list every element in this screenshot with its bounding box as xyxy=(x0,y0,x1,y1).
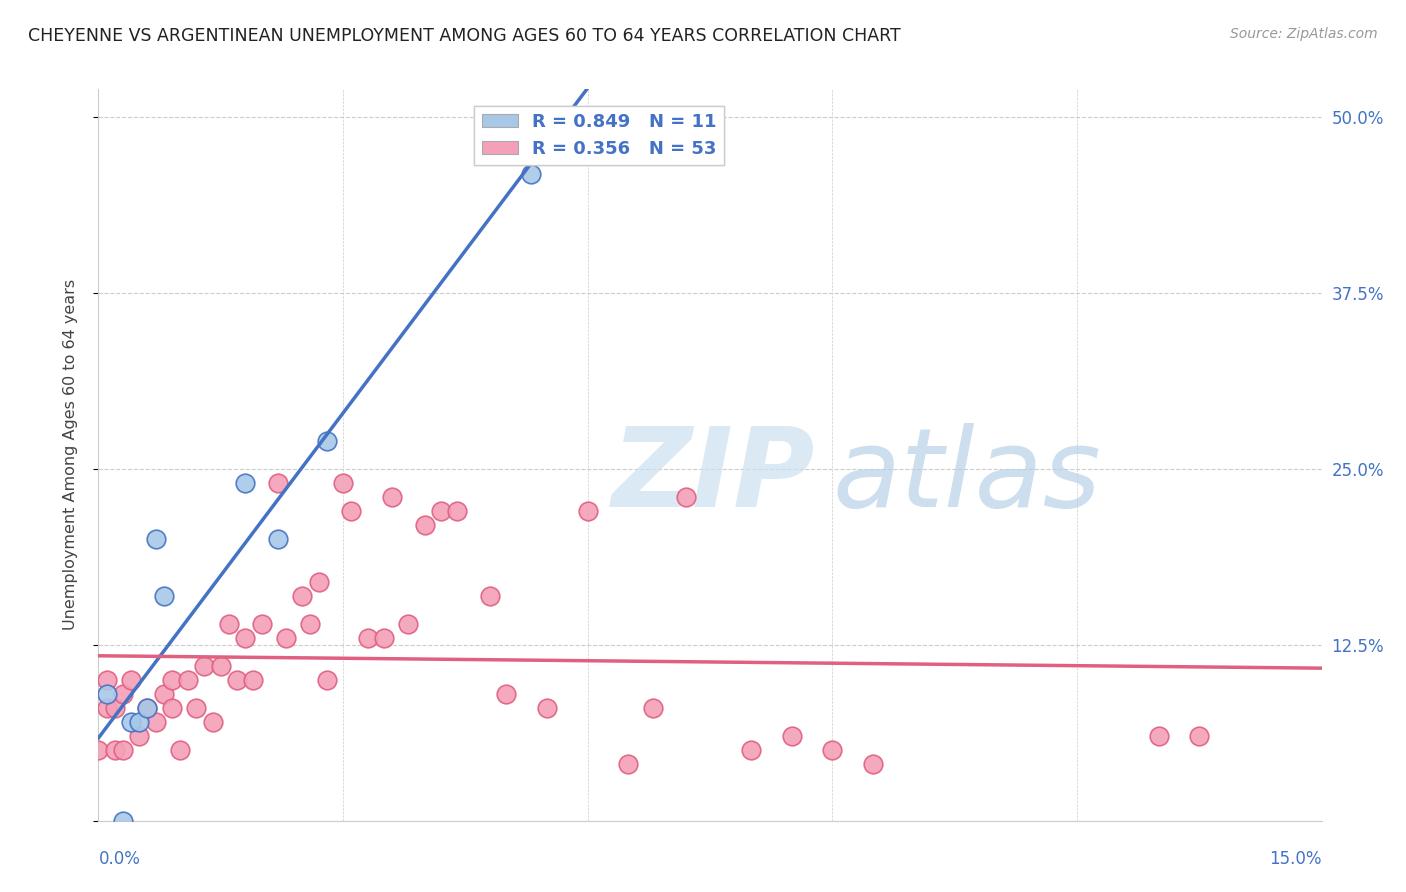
Text: ZIP: ZIP xyxy=(612,424,815,531)
Point xyxy=(218,616,240,631)
Point xyxy=(396,616,419,631)
Point xyxy=(381,490,404,504)
Point xyxy=(233,476,256,491)
Point xyxy=(740,743,762,757)
Point xyxy=(267,476,290,491)
Point xyxy=(675,490,697,504)
Point xyxy=(430,504,453,518)
Point xyxy=(274,631,297,645)
Point xyxy=(617,757,640,772)
Point xyxy=(299,616,322,631)
Point xyxy=(145,715,167,730)
Point xyxy=(186,701,208,715)
Point xyxy=(136,701,159,715)
Y-axis label: Unemployment Among Ages 60 to 64 years: Unemployment Among Ages 60 to 64 years xyxy=(63,279,77,631)
Point xyxy=(160,673,183,687)
Point xyxy=(226,673,249,687)
Point xyxy=(136,701,159,715)
Point xyxy=(315,434,337,448)
Point xyxy=(340,504,363,518)
Point xyxy=(780,729,803,743)
Point xyxy=(641,701,664,715)
Legend: R = 0.849   N = 11, R = 0.356   N = 53: R = 0.849 N = 11, R = 0.356 N = 53 xyxy=(474,105,724,165)
Point xyxy=(87,743,110,757)
Point xyxy=(373,631,395,645)
Point xyxy=(536,701,558,715)
Point xyxy=(332,476,354,491)
Point xyxy=(128,729,150,743)
Point xyxy=(242,673,264,687)
Text: 15.0%: 15.0% xyxy=(1270,850,1322,868)
Point xyxy=(201,715,224,730)
Point xyxy=(96,701,118,715)
Point xyxy=(96,673,118,687)
Point xyxy=(193,659,215,673)
Point xyxy=(250,616,273,631)
Point xyxy=(169,743,191,757)
Point xyxy=(96,687,118,701)
Point xyxy=(111,814,134,828)
Point xyxy=(177,673,200,687)
Text: 0.0%: 0.0% xyxy=(98,850,141,868)
Text: CHEYENNE VS ARGENTINEAN UNEMPLOYMENT AMONG AGES 60 TO 64 YEARS CORRELATION CHART: CHEYENNE VS ARGENTINEAN UNEMPLOYMENT AMO… xyxy=(28,27,901,45)
Point xyxy=(128,715,150,730)
Point xyxy=(120,673,142,687)
Point xyxy=(1188,729,1211,743)
Point xyxy=(446,504,468,518)
Point xyxy=(111,743,134,757)
Point xyxy=(209,659,232,673)
Point xyxy=(104,743,127,757)
Point xyxy=(291,589,314,603)
Point xyxy=(413,518,436,533)
Point xyxy=(519,167,541,181)
Point xyxy=(821,743,844,757)
Point xyxy=(111,687,134,701)
Point xyxy=(308,574,330,589)
Point xyxy=(120,715,142,730)
Point xyxy=(576,504,599,518)
Point xyxy=(1147,729,1170,743)
Text: Source: ZipAtlas.com: Source: ZipAtlas.com xyxy=(1230,27,1378,41)
Point xyxy=(104,701,127,715)
Point xyxy=(233,631,256,645)
Point xyxy=(152,687,174,701)
Point xyxy=(495,687,517,701)
Point xyxy=(160,701,183,715)
Point xyxy=(478,589,501,603)
Text: atlas: atlas xyxy=(832,424,1101,531)
Point xyxy=(267,533,290,547)
Point xyxy=(356,631,378,645)
Point xyxy=(145,533,167,547)
Point xyxy=(315,673,337,687)
Point xyxy=(862,757,884,772)
Point xyxy=(152,589,174,603)
